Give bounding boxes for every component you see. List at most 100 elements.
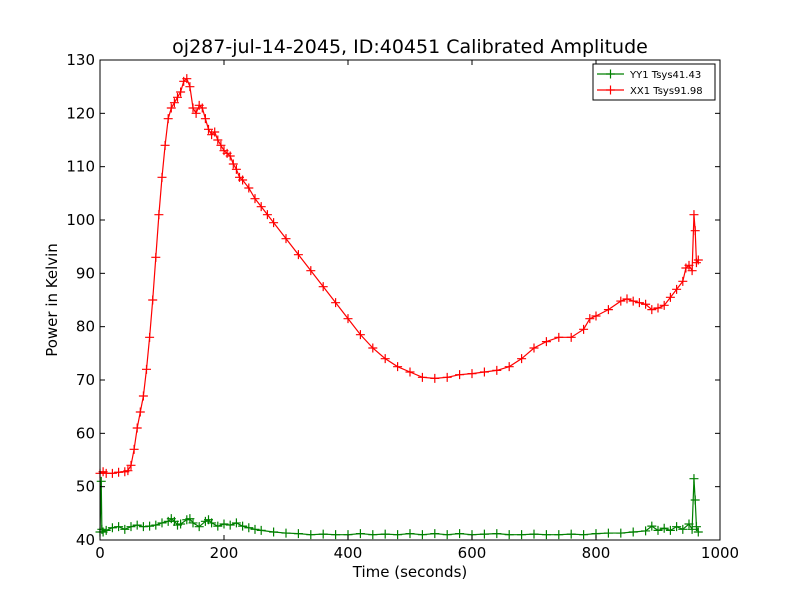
data-point [293, 250, 303, 260]
data-point [262, 210, 272, 220]
data-point [455, 370, 465, 380]
y-tick-label: 130 [66, 51, 95, 69]
data-point [160, 140, 170, 150]
data-point [151, 252, 161, 262]
data-point [622, 294, 632, 304]
data-point [603, 305, 613, 315]
legend-label: YY1 Tsys41.43 [629, 70, 701, 81]
data-point [256, 202, 266, 212]
data-point [442, 530, 452, 540]
data-point [107, 523, 117, 533]
data-point [225, 520, 235, 530]
data-point [306, 266, 316, 276]
y-tick-label: 70 [76, 371, 95, 389]
data-point [616, 296, 626, 306]
data-point [672, 284, 682, 294]
data-point [678, 276, 688, 286]
data-point [678, 524, 688, 534]
plot-area [100, 60, 720, 540]
data-point [693, 255, 703, 265]
data-point [132, 520, 142, 530]
data-point [238, 175, 248, 185]
data-point [114, 522, 124, 532]
data-point [653, 525, 663, 535]
data-point [213, 521, 223, 531]
data-point [225, 151, 235, 161]
data-point [269, 527, 279, 537]
data-point [176, 519, 186, 529]
data-point [185, 82, 195, 92]
data-point [197, 103, 207, 113]
data-point [281, 528, 291, 538]
data-point [318, 529, 328, 539]
data-point [659, 523, 669, 533]
data-point [393, 530, 403, 540]
data-point [529, 343, 539, 353]
data-point [331, 530, 341, 540]
data-point [306, 530, 316, 540]
data-point [659, 300, 669, 310]
data-point [634, 298, 644, 308]
data-point [126, 460, 136, 470]
y-axis-label: Power in Kelvin [43, 243, 61, 357]
data-point [293, 529, 303, 539]
data-point [173, 92, 182, 102]
data-point [504, 362, 514, 372]
data-point [579, 530, 589, 540]
data-point [579, 324, 589, 334]
data-point [107, 468, 117, 478]
data-point [256, 525, 266, 535]
data-point [492, 529, 502, 539]
data-point [616, 528, 626, 538]
data-point [210, 127, 220, 137]
x-tick-label: 0 [95, 544, 105, 562]
data-point [566, 529, 576, 539]
series-layer [95, 74, 703, 540]
data-point [126, 522, 136, 532]
data-point [250, 524, 260, 534]
data-point [207, 518, 217, 528]
data-point [690, 226, 700, 236]
x-tick-label: 600 [458, 544, 487, 562]
data-point [244, 523, 254, 533]
data-point [554, 530, 564, 540]
data-point [96, 476, 106, 486]
legend-box [592, 63, 716, 101]
data-point [628, 296, 638, 306]
data-point [665, 525, 675, 535]
y-tick-label: 110 [66, 158, 95, 176]
data-point [529, 529, 539, 539]
x-axis-label: Time (seconds) [352, 563, 468, 581]
x-tick-label: 400 [334, 544, 363, 562]
data-point [693, 527, 703, 537]
data-point [188, 103, 198, 113]
y-tick-label: 80 [76, 318, 95, 336]
data-point [541, 337, 551, 347]
data-point [689, 210, 699, 220]
data-point [585, 314, 595, 324]
data-point [244, 183, 254, 193]
data-point [250, 194, 260, 204]
legend-swatch-marker [606, 69, 615, 79]
data-point [145, 521, 155, 531]
x-tick-label: 800 [582, 544, 611, 562]
data-point [219, 519, 229, 529]
data-point [665, 292, 675, 302]
data-point [689, 474, 699, 484]
y-tick-label: 100 [66, 211, 95, 229]
data-point [591, 311, 601, 321]
y-tick-label: 90 [76, 264, 95, 282]
data-point [228, 159, 238, 169]
data-point [641, 299, 651, 309]
y-tick-label: 50 [76, 478, 95, 496]
data-point [169, 98, 179, 108]
series-0 [95, 474, 703, 540]
data-point [176, 87, 186, 97]
data-point [417, 530, 427, 540]
data-point [204, 124, 213, 134]
data-point [647, 305, 657, 315]
data-point [603, 528, 613, 538]
data-point [331, 298, 341, 308]
data-point [541, 530, 551, 540]
